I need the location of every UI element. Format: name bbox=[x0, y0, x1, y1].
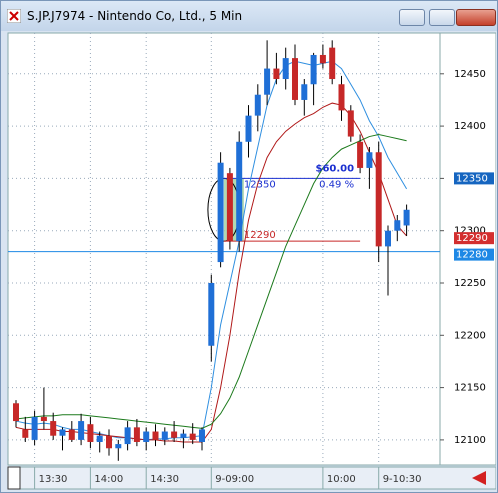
y-tick-label: 12450 bbox=[454, 69, 486, 80]
y-tick-label: 12400 bbox=[454, 121, 486, 132]
candle-body bbox=[254, 94, 261, 116]
candle-body bbox=[208, 282, 215, 346]
x-tick-label: 9-10:30 bbox=[383, 474, 422, 485]
candle-body bbox=[68, 429, 75, 440]
candle-body bbox=[59, 429, 66, 436]
candle-body bbox=[152, 431, 159, 440]
title-bar: S.JP.J7974 - Nintendo Co, Ltd., 5 Min bbox=[1, 1, 497, 31]
ruler-percent: 0.49 % bbox=[319, 179, 354, 190]
window-title: S.JP.J7974 - Nintendo Co, Ltd., 5 Min bbox=[27, 9, 243, 23]
candle-body bbox=[264, 68, 271, 95]
x-tick-label: 14:30 bbox=[150, 474, 179, 485]
plot bbox=[8, 33, 440, 465]
candle-body bbox=[282, 58, 289, 80]
x-tick-label: 14:00 bbox=[94, 474, 123, 485]
maximize-button[interactable] bbox=[429, 9, 455, 26]
candle-body bbox=[180, 433, 187, 438]
scroll-arrow[interactable] bbox=[472, 471, 486, 485]
candle-body bbox=[338, 84, 345, 111]
candle-body bbox=[161, 431, 168, 440]
candle-body bbox=[78, 421, 85, 440]
x-tick-label: 13:30 bbox=[39, 474, 68, 485]
candle-body bbox=[357, 141, 364, 168]
candle-body bbox=[40, 416, 47, 422]
candle-body bbox=[301, 84, 308, 100]
candle-body bbox=[22, 429, 29, 438]
candle-body bbox=[236, 141, 243, 242]
price-marker bbox=[454, 172, 494, 185]
chart: 12100 12150 12200 12250 12300 12350 12400 12450… bbox=[7, 32, 496, 490]
candle-body bbox=[106, 435, 112, 449]
price-marker bbox=[454, 248, 494, 261]
price-marker-label: 12290 bbox=[456, 233, 488, 244]
minimize-button[interactable] bbox=[399, 9, 425, 26]
plot-area bbox=[7, 32, 441, 466]
candle-body bbox=[199, 429, 205, 442]
ruler-to-label: 12290 bbox=[244, 230, 276, 241]
candle-body bbox=[347, 110, 354, 137]
app-icon bbox=[7, 9, 21, 23]
candle-body bbox=[13, 403, 19, 422]
candle-body bbox=[96, 435, 103, 442]
x-tick-label: 10:00 bbox=[327, 474, 356, 485]
candle-body bbox=[273, 68, 280, 80]
price-marker-label: 12280 bbox=[456, 250, 488, 261]
candle-body bbox=[245, 115, 252, 142]
candle-body bbox=[143, 431, 150, 442]
candle-body bbox=[292, 58, 298, 100]
y-tick-label: 12250 bbox=[454, 278, 486, 289]
candle-body bbox=[171, 431, 178, 438]
close-button[interactable] bbox=[456, 9, 496, 26]
scroll-box[interactable] bbox=[7, 466, 21, 490]
candle-body bbox=[403, 209, 410, 226]
y-tick-label: 12200 bbox=[454, 330, 486, 341]
x-tick-label: 9-09:00 bbox=[215, 474, 254, 485]
y-tick-label: 12100 bbox=[454, 435, 486, 446]
candle-body bbox=[217, 162, 224, 263]
candle-body bbox=[310, 54, 317, 85]
candle-body bbox=[329, 47, 336, 80]
y-tick-label: 12150 bbox=[454, 383, 486, 394]
ruler-from-label: 12350 bbox=[244, 179, 276, 190]
candle-body bbox=[87, 424, 94, 442]
price-marker-label: 12350 bbox=[456, 173, 488, 184]
price-marker bbox=[454, 232, 494, 245]
ruler-amount: $60.00 bbox=[316, 163, 355, 174]
candle-body bbox=[133, 427, 140, 442]
candle-body bbox=[366, 152, 373, 168]
candle-body bbox=[31, 416, 38, 440]
candle-body bbox=[124, 427, 131, 445]
candle-body bbox=[50, 421, 57, 436]
candle-body bbox=[319, 54, 326, 64]
candle-body bbox=[375, 152, 382, 247]
candle-body bbox=[115, 444, 122, 449]
candle-body bbox=[394, 220, 401, 231]
candle-body bbox=[385, 230, 391, 247]
y-tick-label: 12300 bbox=[454, 226, 486, 237]
candle-body bbox=[226, 173, 233, 242]
candle-body bbox=[189, 433, 196, 440]
